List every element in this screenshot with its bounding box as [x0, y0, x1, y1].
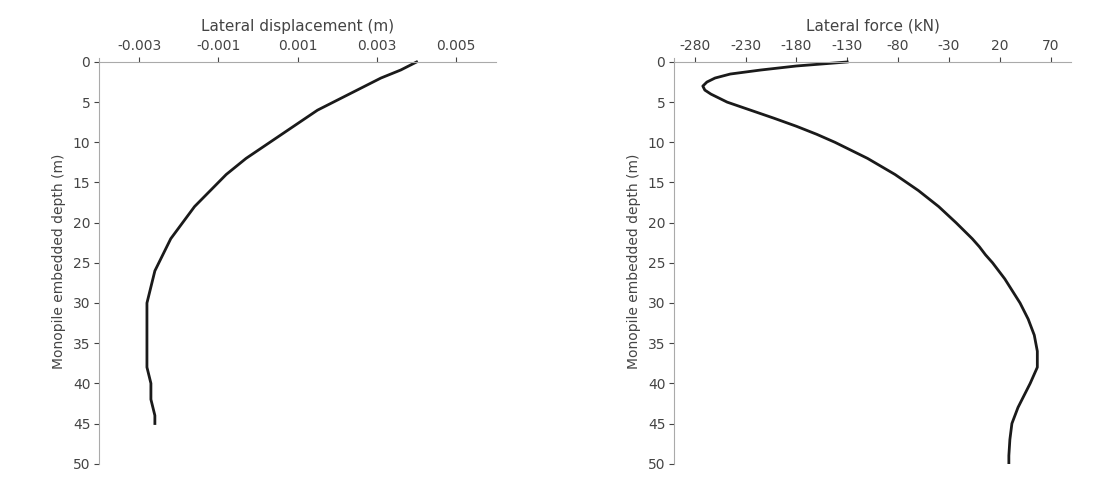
X-axis label: Lateral displacement (m): Lateral displacement (m)	[201, 19, 394, 34]
Y-axis label: Monopile embedded depth (m): Monopile embedded depth (m)	[627, 153, 640, 369]
Y-axis label: Monopile embedded depth (m): Monopile embedded depth (m)	[52, 153, 66, 369]
X-axis label: Lateral force (kN): Lateral force (kN)	[806, 19, 940, 34]
